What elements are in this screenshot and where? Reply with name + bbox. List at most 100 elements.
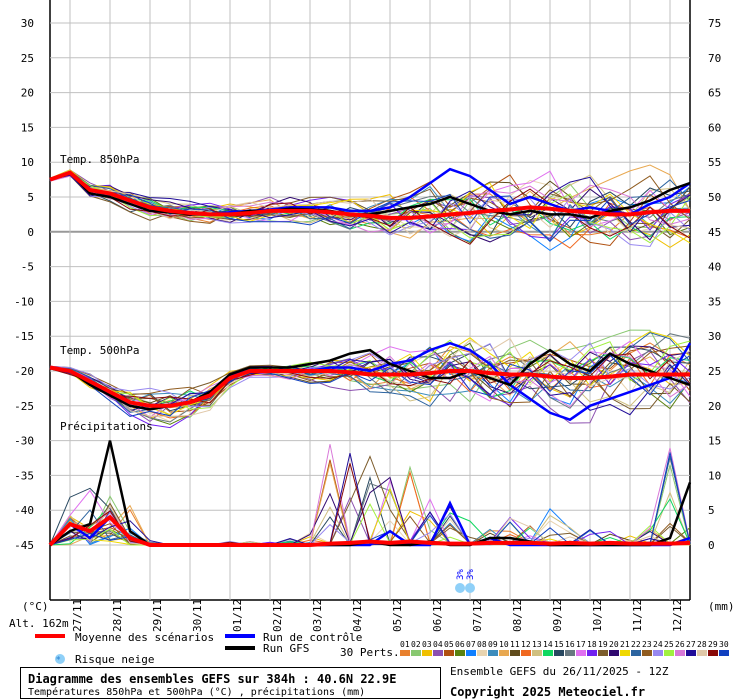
snow-risk-pct: 3% — [456, 569, 466, 580]
perturbation-swatch — [444, 650, 454, 656]
perturbation-27-t850-line — [49, 174, 691, 234]
perturbation-swatch — [565, 650, 575, 656]
title-box — [20, 667, 441, 699]
perturbation-number: 21 — [620, 640, 630, 649]
y-right-tick-label: 15 — [708, 435, 721, 448]
perturbation-number: 30 — [719, 640, 729, 649]
snowflake-icon — [465, 583, 475, 593]
perturbation-number: 13 — [532, 640, 542, 649]
y-left-tick-label: 30 — [21, 17, 34, 30]
label-t500: Temp. 500hPa — [60, 344, 139, 357]
perturbation-number: 03 — [422, 640, 432, 649]
perturbation-17-precip-line — [49, 478, 691, 546]
perturbation-number: 26 — [675, 640, 685, 649]
perturbation-swatch — [642, 650, 652, 656]
perturbation-swatch — [477, 650, 487, 656]
x-tick-label: 07/12 — [471, 599, 484, 632]
x-tick-label: 03/12 — [311, 599, 324, 632]
chart-subtitle: Températures 850hPa et 500hPa (°C) , pré… — [28, 686, 365, 698]
main-lines — [48, 167, 692, 547]
perturbation-swatch — [587, 650, 597, 656]
perturbation-30-precip-line — [49, 452, 691, 546]
mean-precip-line — [48, 514, 691, 547]
perturbation-number: 12 — [521, 640, 531, 649]
label-precip: Précipitations — [60, 420, 153, 433]
perturbation-swatch — [631, 650, 641, 656]
x-tick-label: 01/12 — [231, 599, 244, 632]
perturbation-swatch — [554, 650, 564, 656]
y-right-tick-label: 30 — [708, 330, 721, 343]
perturbation-number: 07 — [466, 640, 476, 649]
perturbation-30-t500-line — [49, 354, 691, 417]
legend-gfs-swatch — [225, 646, 255, 650]
y-right-tick-label: 65 — [708, 87, 721, 100]
perturbation-swatch — [609, 650, 619, 656]
legend-gfs-label: Run GFS — [263, 642, 309, 655]
perturbation-22-precip-line — [49, 456, 691, 546]
y-right-tick-label: 20 — [708, 400, 721, 413]
x-tick-label: 02/12 — [271, 599, 284, 632]
perturbation-swatch — [521, 650, 531, 656]
perturbation-number: 17 — [576, 640, 586, 649]
x-tick-label: 06/12 — [431, 599, 444, 632]
perturbation-number: 15 — [554, 640, 564, 649]
perturbation-swatch — [532, 650, 542, 656]
y-left-tick-label: 5 — [27, 191, 34, 204]
perturbation-24-t500-line — [49, 342, 691, 408]
perturbation-swatch — [620, 650, 630, 656]
y-right-tick-label: 45 — [708, 226, 721, 239]
perturbation-29-t500-line — [49, 353, 691, 404]
x-axis-ticks: 27/11 28/11 29/11 30/11 01/12 02/12 03/12 04/12… — [71, 599, 684, 632]
x-tick-label: 30/11 — [191, 599, 204, 632]
perturbation-lines — [49, 164, 691, 546]
y-left-tick-label: -10 — [14, 295, 34, 308]
y-axis-left: 30 25 20 15 10 5 0 -5 -10 -15 -20 -25 -30 -35 -40 -45 — [14, 17, 34, 552]
y-left-tick-label: 25 — [21, 52, 34, 65]
x-tick-label: 28/11 — [111, 599, 124, 632]
y-left-tick-label: -40 — [14, 504, 34, 517]
perturbation-number: 22 — [631, 640, 641, 649]
perturbation-number: 05 — [444, 640, 454, 649]
y-left-tick-label: -35 — [14, 469, 34, 482]
perturbation-swatch — [499, 650, 509, 656]
legend-mean-swatch — [35, 634, 65, 638]
perturbation-number: 02 — [411, 640, 421, 649]
y-left-tick-label: -5 — [21, 261, 34, 274]
y-left-tick-label: 20 — [21, 87, 34, 100]
x-tick-label: 27/11 — [71, 599, 84, 632]
perturbation-27-precip-line — [49, 452, 691, 546]
perturbation-swatch — [510, 650, 520, 656]
perturbation-number: 18 — [587, 640, 597, 649]
perturbation-swatch — [466, 650, 476, 656]
perturbation-swatch — [576, 650, 586, 656]
y-left-tick-label: -30 — [14, 435, 34, 448]
perturbation-number: 08 — [477, 640, 487, 649]
y-right-unit: (mm) — [708, 600, 735, 613]
grid — [49, 0, 691, 601]
y-left-tick-label: 10 — [21, 156, 34, 169]
legend-perts-label: 30 Perts. — [340, 646, 400, 659]
perturbation-number: 20 — [609, 640, 619, 649]
altitude-label: Alt. 162m — [9, 617, 69, 630]
gfs-t500-line — [49, 348, 691, 411]
perturbation-swatch — [411, 650, 421, 656]
y-right-tick-label: 25 — [708, 365, 721, 378]
perturbation-number: 11 — [510, 640, 520, 649]
y-right-tick-label: 10 — [708, 469, 721, 482]
y-right-tick-label: 70 — [708, 52, 721, 65]
perturbation-swatch — [697, 650, 707, 656]
perturbation-09-t500-line — [49, 360, 691, 405]
perturbation-number: 19 — [598, 640, 608, 649]
x-tick-label: 09/12 — [551, 599, 564, 632]
perturbation-swatch — [488, 650, 498, 656]
copyright: Copyright 2025 Meteociel.fr — [450, 685, 645, 699]
perturbation-06-t850-line — [49, 170, 691, 244]
mean-t850-line — [49, 170, 690, 220]
perturbation-number: 14 — [543, 640, 553, 649]
y-left-tick-label: -25 — [14, 400, 34, 413]
legend-mean-label: Moyenne des scénarios — [75, 631, 214, 644]
x-tick-label: 11/12 — [631, 599, 644, 632]
